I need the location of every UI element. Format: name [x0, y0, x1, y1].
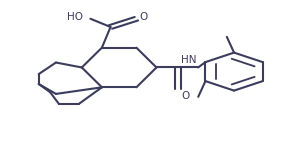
Text: HO: HO	[67, 12, 83, 22]
Text: O: O	[139, 12, 148, 22]
Text: HN: HN	[181, 55, 197, 66]
Text: O: O	[181, 91, 189, 101]
